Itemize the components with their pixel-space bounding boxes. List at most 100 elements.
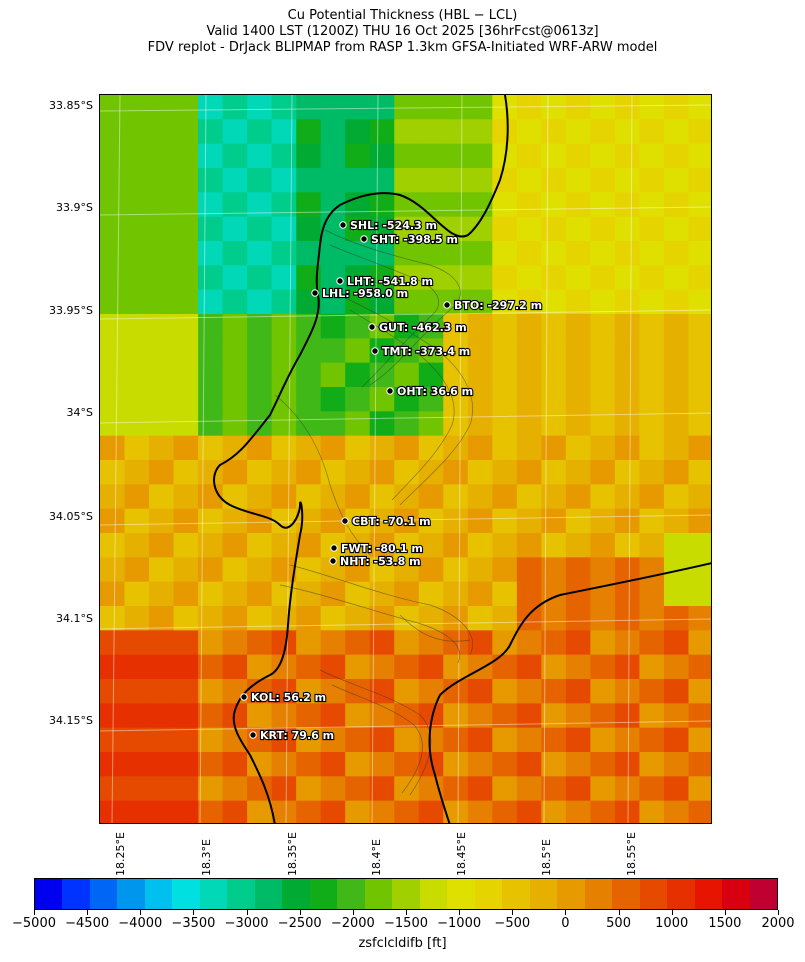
raster-cell <box>124 654 150 680</box>
raster-cell <box>443 508 469 534</box>
raster-cell <box>394 241 420 266</box>
raster-cell <box>418 557 444 583</box>
raster-cell <box>590 435 616 461</box>
raster-cell <box>467 314 493 339</box>
raster-cell <box>271 703 297 729</box>
raster-cell <box>541 606 567 631</box>
raster-cell <box>124 752 150 777</box>
raster-cell <box>100 265 126 291</box>
raster-cell <box>124 557 150 583</box>
raster-cell <box>565 460 591 485</box>
colorbar-swatch <box>35 879 63 909</box>
raster-cell <box>590 95 616 120</box>
raster-cell <box>394 362 420 388</box>
raster-cell <box>271 411 297 437</box>
raster-cell <box>345 557 371 583</box>
raster-cell <box>443 752 469 777</box>
raster-cell <box>124 119 150 145</box>
raster-cell <box>198 192 224 218</box>
raster-cell <box>688 581 711 607</box>
raster-cell <box>394 192 420 218</box>
raster-cell <box>467 679 493 704</box>
colorbar-tick-mark <box>565 910 567 915</box>
raster-cell <box>492 387 518 412</box>
raster-cell <box>614 727 641 753</box>
raster-cell <box>222 314 248 339</box>
station-dot <box>240 693 248 701</box>
raster-cell <box>271 216 297 242</box>
raster-cell <box>467 606 493 631</box>
colorbar-tick-label: −1500 <box>384 916 428 931</box>
raster-cell <box>369 95 395 120</box>
raster-cell <box>198 533 224 558</box>
raster-cell <box>565 216 591 242</box>
raster-cell <box>149 168 175 193</box>
raster-cell <box>198 752 224 777</box>
raster-cell <box>271 800 297 823</box>
raster-cell <box>443 533 469 558</box>
raster-cell <box>369 460 395 485</box>
raster-cell <box>100 533 126 558</box>
raster-cell <box>590 387 616 412</box>
raster-cell <box>394 460 420 485</box>
raster-cell <box>590 143 616 169</box>
raster-cell <box>222 119 248 145</box>
graticule <box>100 95 711 823</box>
raster-cell <box>369 630 395 656</box>
raster-cell <box>516 387 542 412</box>
raster-cell <box>590 508 616 534</box>
raster-cell <box>443 557 469 583</box>
colorbar-swatch <box>172 879 200 909</box>
raster-cell <box>271 460 297 485</box>
raster-cell <box>296 630 322 656</box>
raster-cell <box>320 168 346 193</box>
raster-cell <box>124 581 150 607</box>
raster-cell <box>565 362 591 388</box>
raster-cell <box>320 581 346 607</box>
raster-cell <box>198 630 224 656</box>
raster-cell <box>614 241 641 266</box>
raster-cell <box>100 435 126 461</box>
raster-cell <box>663 679 690 704</box>
raster-cell <box>198 557 224 583</box>
raster-cell <box>443 703 469 729</box>
raster-cell <box>124 800 150 823</box>
raster-cell <box>100 241 126 266</box>
colorbar-tick-mark <box>34 910 35 915</box>
raster-cell <box>198 606 224 631</box>
raster-cell <box>369 289 395 315</box>
longitude-label: 18.25°E <box>114 832 127 876</box>
raster-cell <box>639 265 665 291</box>
raster-cell <box>443 362 469 388</box>
raster-cell <box>173 654 199 680</box>
raster-cell <box>124 484 150 510</box>
station-label: NHT: -53.8 m <box>340 555 421 568</box>
raster-cell <box>541 241 567 266</box>
raster-cell <box>541 630 567 656</box>
raster-cell <box>418 533 444 558</box>
raster-cell <box>173 557 199 583</box>
raster-cell <box>173 679 199 704</box>
colorbar-swatch <box>749 879 778 909</box>
raster-cell <box>222 387 248 412</box>
station-label: KOL: 56.2 m <box>251 691 326 704</box>
latitude-label: 34.05°S <box>49 510 93 523</box>
colorbar-swatch <box>227 879 255 909</box>
raster-cell <box>516 776 542 802</box>
raster-cell <box>418 727 444 753</box>
raster-cell <box>418 484 444 510</box>
longitude-label: 18.3°E <box>200 839 213 876</box>
raster-cell <box>565 508 591 534</box>
raster-cell <box>173 752 199 777</box>
raster-cell <box>296 95 322 120</box>
raster-cell <box>443 581 469 607</box>
raster-cell <box>688 435 711 461</box>
terrain-contours <box>274 229 473 796</box>
raster-cell <box>565 95 591 120</box>
raster-cell <box>565 192 591 218</box>
colorbar-tick-label: −3500 <box>171 916 216 931</box>
colorbar-tick-mark <box>87 910 89 915</box>
raster-cell <box>541 800 567 823</box>
raster-cell <box>124 314 150 339</box>
